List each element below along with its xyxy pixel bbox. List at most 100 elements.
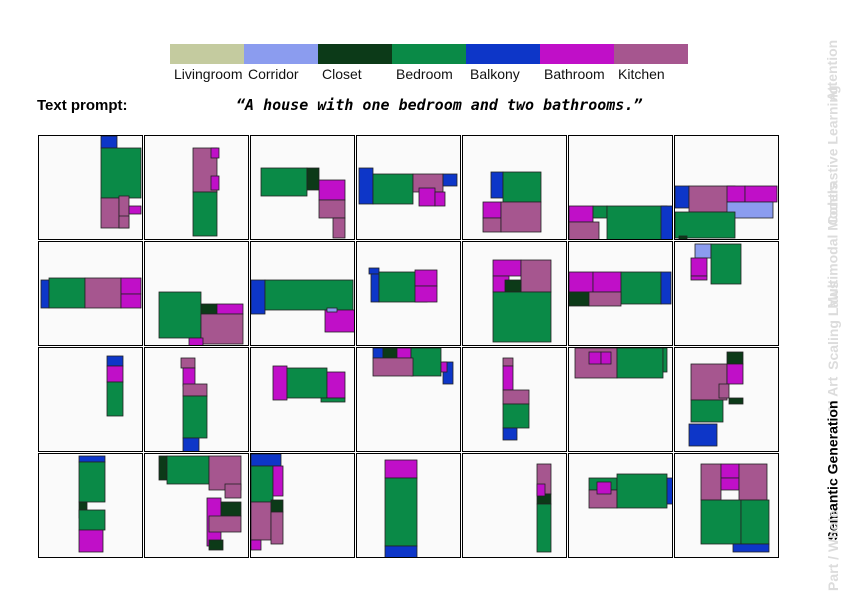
room-block — [660, 271, 672, 305]
room-block — [272, 465, 284, 497]
room-block — [251, 279, 266, 315]
floorplan-cell — [356, 241, 461, 346]
room-block — [188, 337, 204, 345]
room-block — [690, 399, 724, 423]
room-block — [442, 361, 454, 385]
floorplan-image — [78, 455, 106, 553]
room-block — [414, 285, 438, 303]
room-block — [372, 348, 384, 359]
floorplan-cell — [250, 241, 355, 346]
room-block — [372, 357, 414, 377]
room-block — [324, 309, 354, 333]
legend-swatch-livingroom — [170, 44, 244, 64]
room-block — [120, 277, 142, 295]
floorplan-cell — [568, 347, 673, 452]
room-block — [158, 291, 202, 339]
legend-swatch-closet — [318, 44, 392, 64]
floorplan-image — [106, 355, 124, 417]
room-block — [732, 543, 770, 553]
floorplan-image — [158, 455, 242, 551]
floorplan-cell — [674, 347, 779, 452]
room-block — [182, 383, 208, 397]
floorplan-image — [251, 279, 354, 333]
room-block — [182, 367, 196, 387]
room-block — [694, 243, 712, 259]
room-block — [78, 509, 106, 531]
room-block — [251, 539, 262, 551]
room-block — [536, 483, 546, 497]
room-block — [182, 395, 208, 439]
room-block — [320, 397, 346, 403]
room-block — [224, 483, 242, 499]
room-block — [372, 173, 414, 205]
room-block — [106, 355, 124, 367]
floorplan-cell — [144, 453, 249, 558]
floorplan-cell — [38, 135, 143, 240]
room-block — [368, 267, 380, 275]
floorplan-image — [260, 167, 346, 239]
prompt-label: Text prompt: — [37, 97, 128, 114]
floorplan-image — [588, 473, 672, 509]
room-block — [128, 205, 142, 215]
room-block — [220, 501, 242, 517]
room-block — [414, 269, 438, 287]
room-block — [482, 201, 502, 219]
floorplan-cell — [462, 347, 567, 452]
floorplan-cell — [356, 453, 461, 558]
room-block — [384, 545, 418, 557]
room-block — [182, 437, 200, 451]
room-block — [418, 187, 436, 207]
room-block — [384, 477, 418, 547]
room-block — [410, 348, 442, 377]
room-block — [251, 454, 282, 467]
floorplan-image — [368, 267, 438, 303]
room-block — [502, 427, 518, 441]
room-block — [616, 473, 668, 509]
room-block — [600, 351, 612, 365]
room-block — [100, 136, 118, 149]
room-block — [678, 235, 688, 239]
room-block — [569, 221, 600, 239]
room-block — [210, 147, 220, 159]
room-block — [326, 307, 338, 313]
room-block — [700, 499, 742, 545]
room-block — [710, 243, 742, 285]
room-block — [588, 291, 622, 307]
room-block — [720, 463, 740, 479]
room-block — [306, 167, 320, 191]
floorplan-cell — [462, 241, 567, 346]
floorplan-image — [569, 271, 672, 307]
room-block — [208, 515, 242, 533]
room-block — [744, 185, 778, 203]
room-block — [492, 291, 552, 343]
floorplan-image — [690, 243, 742, 285]
legend-label-balkony: Balkony — [470, 66, 520, 82]
room-block — [502, 389, 530, 405]
room-block — [200, 313, 244, 345]
room-block — [502, 403, 530, 429]
room-block — [726, 363, 744, 385]
sidebar-item-scaling-laws[interactable]: Scaling Laws — [813, 281, 853, 370]
room-block — [502, 365, 514, 391]
prompt-text: “A house with one bedroom and two bathro… — [236, 96, 643, 114]
legend-label-bedroom: Bedroom — [396, 66, 453, 82]
room-block — [370, 273, 380, 303]
room-block — [726, 351, 744, 365]
floorplan-image — [482, 171, 542, 233]
room-block — [482, 217, 502, 233]
sidebar-item-part-whole[interactable]: Part / Whole — [813, 510, 853, 591]
room-block — [326, 371, 346, 399]
legend-swatch-kitchen — [614, 44, 688, 64]
floorplan-cell — [674, 135, 779, 240]
room-block — [720, 477, 740, 491]
sidebar-item-semantic-generation[interactable]: Semantic Generation — [813, 400, 853, 540]
room-block — [118, 215, 130, 229]
sidebar-item-multimodal-models[interactable]: Multimodal Models — [813, 182, 853, 308]
room-block — [490, 171, 504, 199]
room-block — [272, 365, 288, 401]
room-block — [318, 199, 346, 219]
room-block — [492, 259, 522, 277]
sidebar-item-label: Scaling Laws — [824, 280, 841, 370]
floorplan-image — [492, 259, 552, 343]
floorplan-image — [700, 463, 770, 553]
